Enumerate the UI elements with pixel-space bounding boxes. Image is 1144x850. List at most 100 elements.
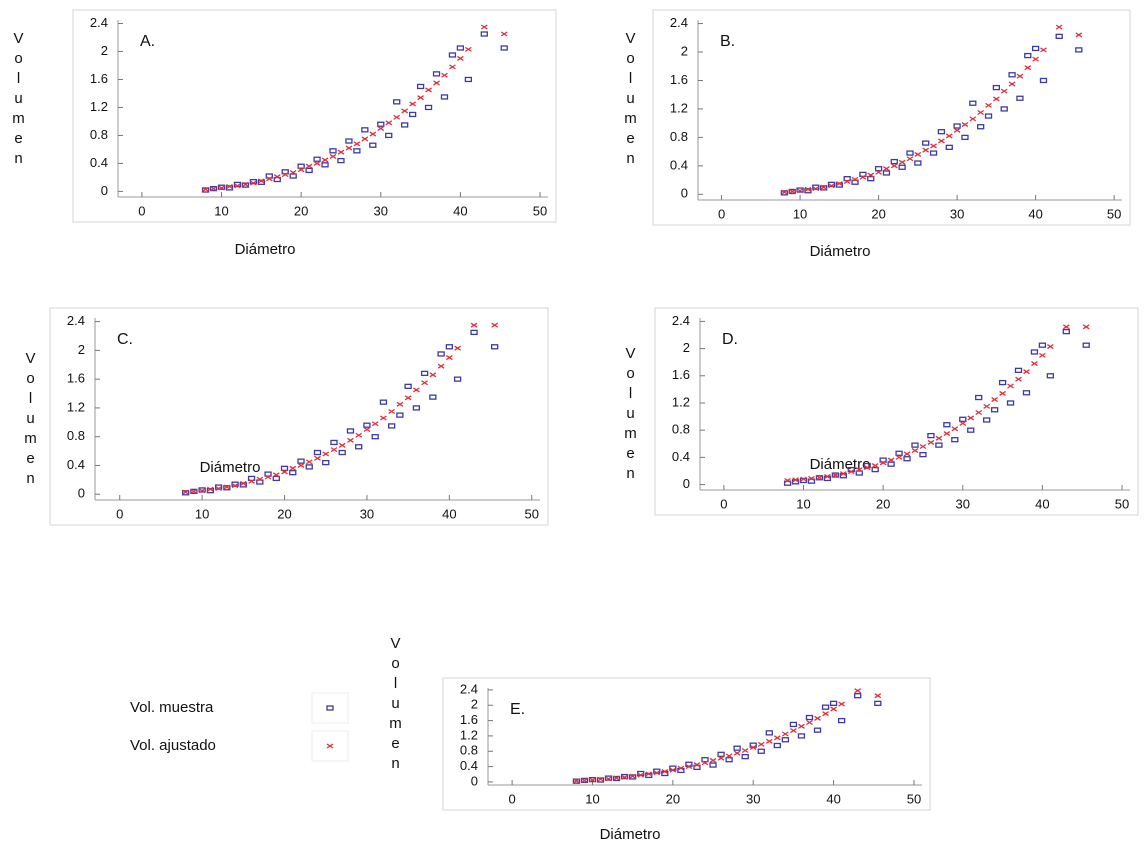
data-point [829, 700, 838, 706]
data-point [847, 469, 855, 475]
data-point [445, 355, 453, 361]
data-point [967, 427, 975, 433]
data-point [470, 322, 478, 328]
data-point [256, 476, 264, 482]
data-point [822, 711, 829, 717]
data-point [393, 114, 401, 120]
x-tick-label: 50 [1107, 206, 1121, 221]
data-point [264, 474, 272, 480]
data-point [480, 24, 488, 30]
data-point [416, 83, 425, 90]
y-tick-label: 2.4 [90, 15, 108, 30]
data-point [1039, 77, 1048, 84]
chart-frame [442, 677, 931, 811]
data-point [945, 144, 953, 151]
data-point [1024, 52, 1032, 59]
data-point [937, 129, 946, 135]
y-tick-label: 1.2 [460, 727, 478, 742]
data-point [669, 767, 677, 773]
data-point [1024, 65, 1032, 71]
y-tick-label: 0.8 [670, 129, 688, 144]
data-point [867, 176, 875, 182]
data-point [338, 442, 346, 448]
data-point [369, 131, 377, 137]
x-tick-label: 20 [876, 496, 890, 511]
data-point [234, 183, 241, 189]
data-point [843, 176, 851, 182]
y-axis-label: Volumen [22, 350, 39, 490]
data-point [998, 379, 1007, 386]
chart-frame [652, 9, 1131, 226]
y-tick-label: 0.4 [672, 449, 690, 464]
data-point [903, 451, 911, 457]
data-point [265, 176, 273, 182]
data-point [210, 186, 217, 192]
data-point [953, 127, 961, 133]
x-axis-label: Diámetro [810, 456, 871, 473]
x-tick-label: 0 [116, 506, 123, 521]
x-tick-label: 50 [907, 791, 921, 806]
data-point [289, 173, 297, 179]
data-point [637, 772, 645, 778]
data-point [820, 184, 827, 190]
data-point [264, 471, 272, 477]
data-point [596, 777, 605, 783]
data-point [464, 76, 473, 83]
data-point [887, 457, 895, 463]
data-point [257, 178, 265, 184]
x-tick-label: 10 [214, 203, 228, 218]
data-point [371, 434, 379, 440]
data-point [922, 140, 930, 146]
data-point [1022, 390, 1031, 396]
chart: 0 0.4 0.8 1.2 1.6 2 2.4 0 10 20 30 40 50 A. Diámetro Vo… [10, 9, 557, 258]
data-point [305, 167, 313, 174]
data-point [927, 432, 935, 439]
data-point [975, 394, 983, 401]
data-point [408, 111, 417, 118]
data-point [321, 162, 329, 168]
data-point [480, 31, 488, 37]
data-point [281, 169, 289, 175]
y-tick-label: 1.2 [90, 99, 108, 114]
data-point [757, 748, 765, 754]
data-point [790, 728, 797, 734]
y-axis-label: Volumen [387, 635, 404, 775]
data-point [1008, 72, 1016, 78]
data-point [701, 760, 709, 766]
y-axis-label: Volumen [10, 30, 27, 170]
data-point [424, 104, 433, 111]
chart-frame [654, 307, 1139, 516]
x-tick-label: 30 [360, 506, 374, 521]
x-tick-label: 20 [871, 206, 885, 221]
data-point [1016, 73, 1024, 79]
data-point [629, 773, 637, 779]
data-point [572, 778, 581, 784]
data-point [816, 475, 823, 481]
data-point [935, 435, 943, 441]
data-point [808, 475, 815, 481]
data-point [581, 777, 588, 783]
data-point [867, 172, 875, 178]
data-point [1062, 328, 1070, 335]
data-point [990, 407, 999, 413]
data-point [903, 456, 911, 462]
data-point [1062, 324, 1070, 330]
data-point [943, 431, 951, 437]
data-point [677, 765, 685, 771]
data-point [247, 475, 256, 482]
data-point [788, 188, 796, 195]
data-point [453, 376, 462, 382]
data-point [345, 138, 353, 144]
data-point [337, 149, 345, 155]
data-point [241, 182, 250, 188]
data-point [437, 363, 445, 369]
data-point [773, 742, 781, 749]
data-point [207, 486, 214, 492]
data-point [629, 774, 637, 780]
data-point [733, 745, 741, 751]
data-point [329, 153, 337, 159]
data-point [181, 490, 190, 496]
y-tick-label: 2 [78, 342, 85, 357]
data-point [226, 183, 233, 190]
